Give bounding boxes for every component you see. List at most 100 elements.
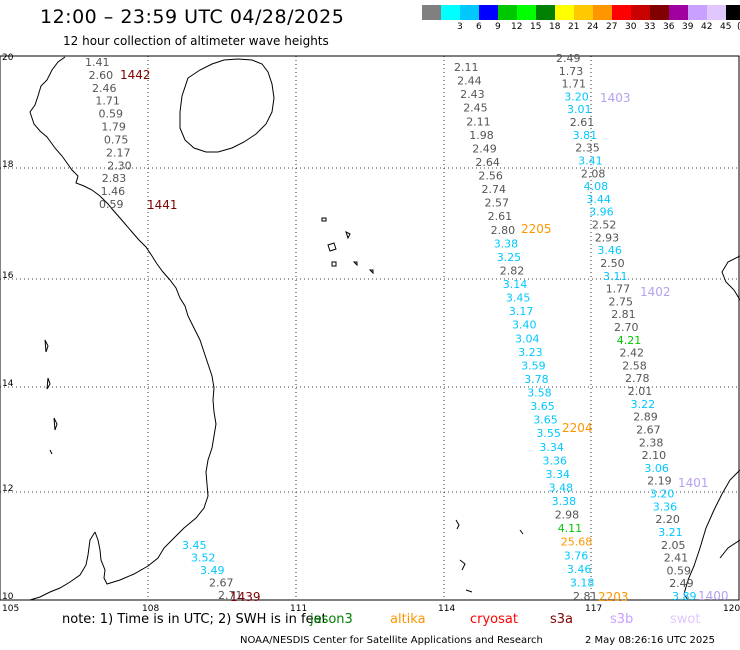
wave-height-value: 3.55 [536, 427, 561, 440]
pass-number-label: 2205 [521, 222, 552, 236]
wave-height-value: 3.52 [191, 552, 216, 565]
wave-height-value: 4.08 [584, 180, 609, 193]
x-tick-label: 111 [290, 604, 307, 614]
wave-height-value: 3.89 [672, 590, 697, 603]
wave-height-value: 0.59 [99, 198, 124, 211]
wave-height-value: 3.45 [182, 539, 207, 552]
wave-height-value: 3.25 [497, 251, 522, 264]
wave-height-value: 2.49 [669, 577, 694, 590]
scale-swatch [517, 5, 536, 20]
color-scale-labels: 36912151821242730333639424570(ft) [422, 22, 740, 34]
pass-number-label: 1439 [230, 590, 261, 604]
wave-height-value: 3.96 [589, 206, 614, 219]
scale-swatch [612, 5, 631, 20]
satellite-name: s3b [610, 612, 634, 627]
wave-height-value: 1.73 [559, 65, 584, 78]
scale-swatch [555, 5, 574, 20]
scale-swatch [479, 5, 498, 20]
wave-height-value: 3.78 [524, 373, 549, 386]
wave-height-value: 4.21 [617, 334, 642, 347]
wave-height-value: 2.10 [642, 449, 667, 462]
wave-height-value: 2.56 [478, 170, 503, 183]
wave-height-value: 2.30 [107, 159, 132, 172]
pass-labels: 1442 1441 1439 2205 2204 2203 1403 1402 1401 1400 [120, 68, 729, 604]
wave-height-value: 1.79 [101, 121, 126, 134]
wave-height-value: 3.38 [494, 237, 519, 250]
wave-height-value: 3.01 [567, 103, 592, 116]
scale-label: 15 [530, 22, 542, 32]
wave-height-value: 2.01 [628, 385, 653, 398]
y-tick-label: 10 [2, 592, 14, 602]
map-subtitle: 12 hour collection of altimeter wave hei… [63, 34, 329, 48]
x-tick-label: 108 [142, 604, 159, 614]
scale-label: 6 [476, 22, 482, 32]
wave-height-value: 2.42 [620, 347, 645, 360]
scale-swatch [441, 5, 460, 20]
wave-height-value: 3.14 [503, 278, 528, 291]
wave-height-value: 2.71 [218, 589, 243, 602]
wave-height-value: 2.41 [664, 552, 689, 565]
wave-height-value: 25.68 [561, 536, 593, 549]
coastline-island-small-2 [327, 231, 374, 275]
x-tick-label: 117 [585, 604, 602, 614]
scale-swatch [726, 5, 740, 20]
scale-label: 42 [701, 22, 713, 32]
wave-height-value: 2.58 [622, 359, 647, 372]
wave-height-value: 3.46 [597, 244, 622, 257]
scale-unit: (ft) [737, 22, 740, 32]
wave-height-value: 2.44 [457, 75, 482, 88]
pass-number-label: 2204 [562, 421, 593, 435]
wave-height-value: 2.75 [609, 295, 634, 308]
scale-label: 21 [568, 22, 580, 32]
wave-height-value: 3.58 [527, 387, 552, 400]
scale-swatch [498, 5, 517, 20]
wave-height-value: 3.22 [631, 398, 656, 411]
wave-height-value: 3.76 [564, 549, 589, 562]
wave-height-value: 3.11 [603, 270, 628, 283]
scale-swatch [460, 5, 479, 20]
map-frame [0, 55, 740, 601]
coastline-island-small-1 [321, 217, 327, 222]
wave-height-value: 2.05 [661, 539, 686, 552]
wave-height-value: 3.45 [506, 292, 531, 305]
wave-height-value: 2.46 [92, 82, 117, 95]
coastline-island-hainan [179, 58, 275, 153]
wave-height-value: 3.36 [653, 500, 678, 513]
wave-height-value: 3.04 [515, 332, 540, 345]
coastline-borneo-fragments [455, 519, 524, 593]
pass-number-label: 1403 [600, 91, 631, 105]
wave-height-value: 1.71 [95, 95, 120, 108]
coastline-gulf-west [29, 531, 96, 601]
x-tick-label: 114 [438, 604, 455, 614]
scale-label: 30 [625, 22, 637, 32]
wave-height-value: 3.21 [658, 526, 683, 539]
scale-label: 18 [549, 22, 561, 32]
wave-height-value: 3.36 [543, 454, 568, 467]
y-tick-label: 18 [2, 160, 14, 170]
wave-height-value: 2.52 [592, 219, 617, 232]
wave-height-value: 3.38 [552, 495, 577, 508]
wave-height-value: 2.82 [500, 265, 525, 278]
scale-label: 39 [682, 22, 694, 32]
scale-label: 27 [606, 22, 618, 32]
scale-label: 9 [495, 22, 501, 32]
y-tick-label: 20 [2, 53, 14, 63]
wave-height-value: 2.89 [633, 411, 658, 424]
wave-height-value: 3.20 [650, 488, 675, 501]
wave-height-value: 2.11 [466, 115, 491, 128]
scale-swatch [574, 5, 593, 20]
scale-swatch [593, 5, 612, 20]
pass-number-label: 1401 [678, 476, 709, 490]
wave-height-value: 2.64 [475, 156, 500, 169]
wave-height-value: 2.78 [625, 372, 650, 385]
wave-height-value: 2.70 [614, 321, 639, 334]
wave-height-value: 2.17 [106, 146, 131, 159]
wave-height-value: 2.80 [491, 224, 515, 237]
satellite-name: swot [670, 612, 701, 627]
wave-height-value: 3.17 [509, 305, 534, 318]
wave-height-value: 1.98 [469, 129, 494, 142]
y-tick-label: 12 [2, 484, 13, 494]
wave-height-value: 2.81 [611, 308, 636, 321]
wave-height-value: 2.57 [485, 197, 510, 210]
wave-height-value: 3.48 [549, 482, 574, 495]
